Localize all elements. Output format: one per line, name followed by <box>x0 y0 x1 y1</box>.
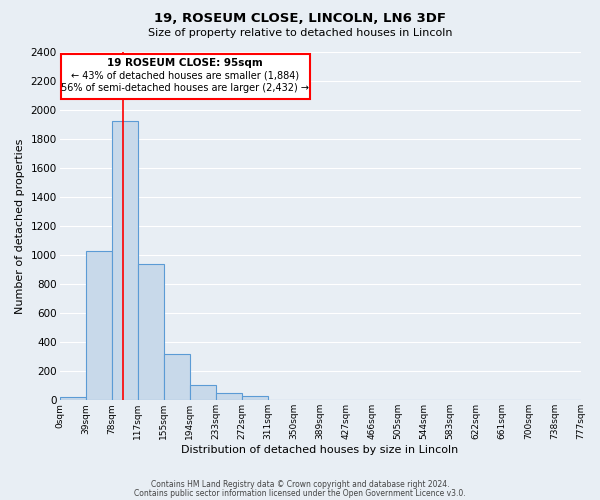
Bar <box>190 385 216 400</box>
Bar <box>59 398 86 400</box>
Bar <box>216 393 242 400</box>
Bar <box>242 396 268 400</box>
FancyBboxPatch shape <box>61 54 310 98</box>
Text: 56% of semi-detached houses are larger (2,432) →: 56% of semi-detached houses are larger (… <box>61 84 309 94</box>
Text: 19 ROSEUM CLOSE: 95sqm: 19 ROSEUM CLOSE: 95sqm <box>107 58 263 68</box>
Text: 19, ROSEUM CLOSE, LINCOLN, LN6 3DF: 19, ROSEUM CLOSE, LINCOLN, LN6 3DF <box>154 12 446 26</box>
Y-axis label: Number of detached properties: Number of detached properties <box>15 138 25 314</box>
Text: Contains HM Land Registry data © Crown copyright and database right 2024.: Contains HM Land Registry data © Crown c… <box>151 480 449 489</box>
Bar <box>112 122 138 400</box>
Text: ← 43% of detached houses are smaller (1,884): ← 43% of detached houses are smaller (1,… <box>71 70 299 81</box>
Text: Contains public sector information licensed under the Open Government Licence v3: Contains public sector information licen… <box>134 488 466 498</box>
Bar <box>138 264 164 400</box>
X-axis label: Distribution of detached houses by size in Lincoln: Distribution of detached houses by size … <box>181 445 458 455</box>
Bar <box>164 354 190 401</box>
Bar <box>86 250 112 400</box>
Text: Size of property relative to detached houses in Lincoln: Size of property relative to detached ho… <box>148 28 452 38</box>
